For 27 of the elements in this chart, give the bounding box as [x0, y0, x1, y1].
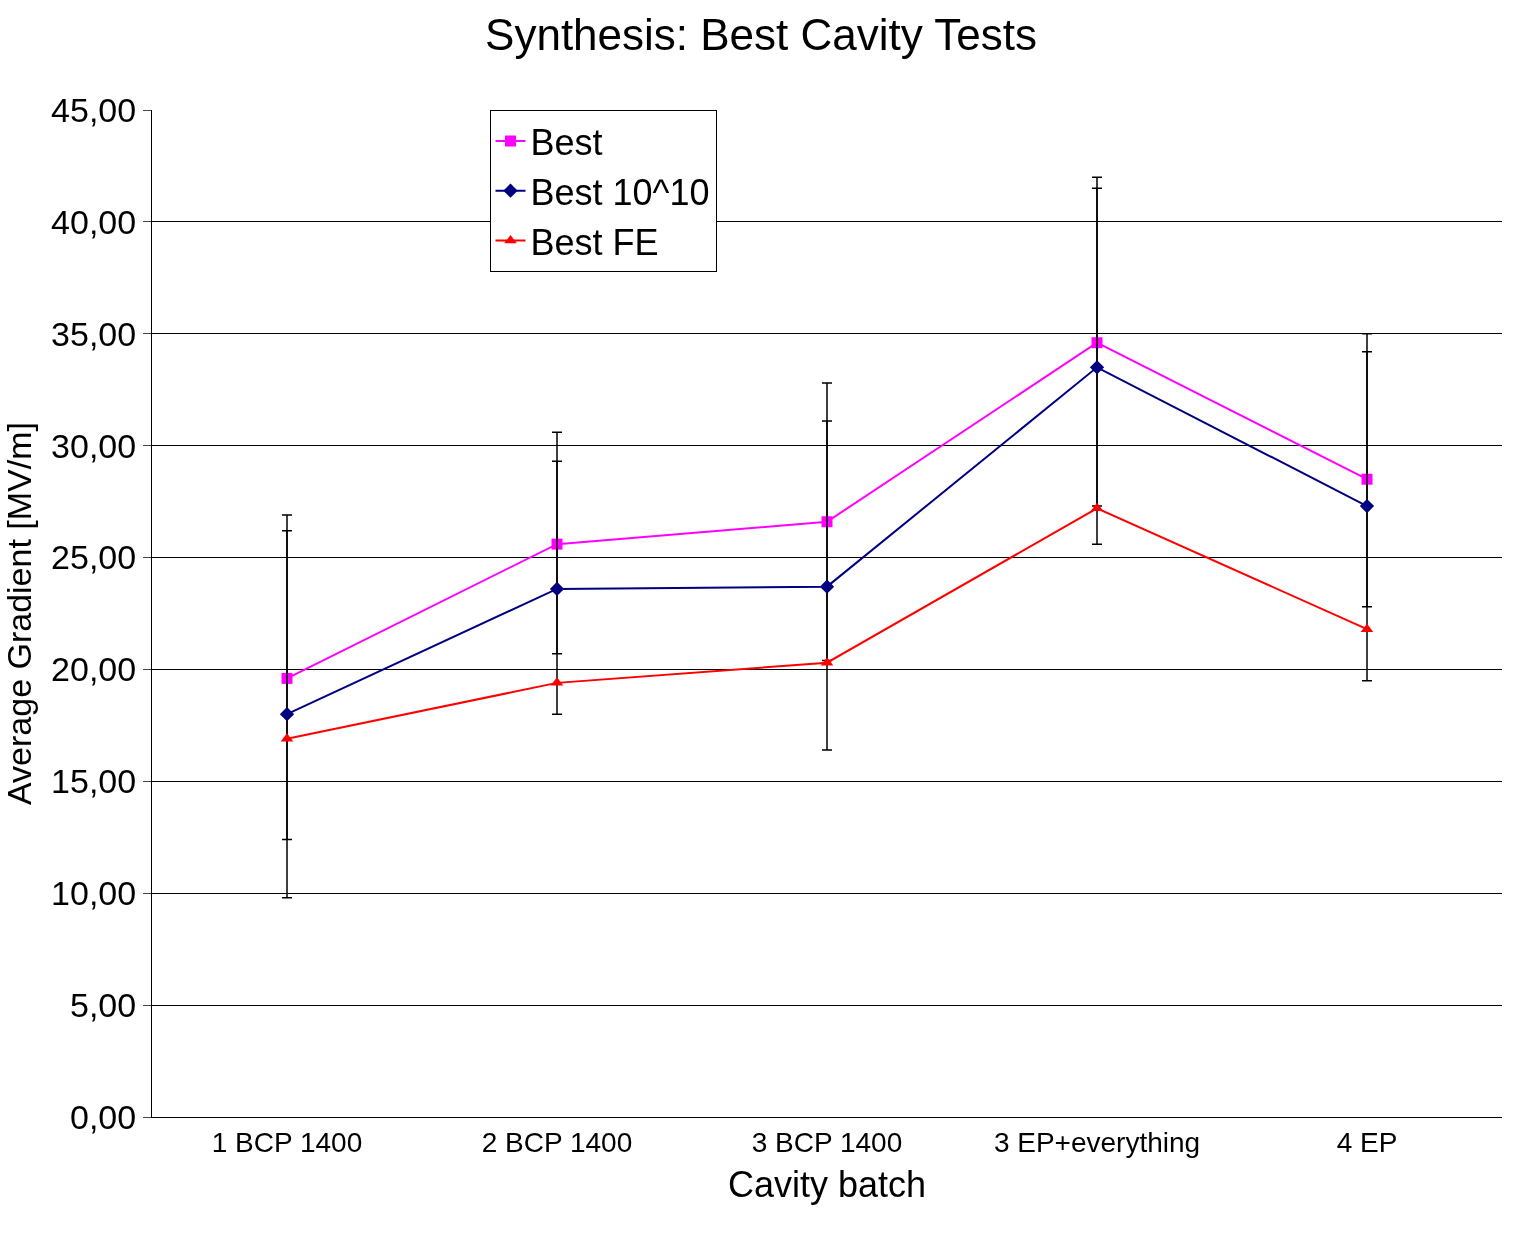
point	[819, 579, 835, 594]
legend-label: Best 10^10	[530, 171, 710, 213]
chart-title: Synthesis: Best Cavity Tests	[485, 9, 1037, 59]
x-tick-label: 3 BCP 1400	[751, 1126, 903, 1158]
x-axis-title: Cavity batch	[727, 1164, 927, 1206]
point	[549, 581, 565, 597]
y-tick-label: 25,00	[51, 538, 137, 577]
y-axis-title: Average Gradient [MV/m]	[0, 422, 38, 805]
x-tick-label: 3 EP+everything	[993, 1126, 1201, 1158]
y-tick-label: 40,00	[51, 202, 137, 241]
y-tick-label: 30,00	[51, 426, 137, 465]
x-tick-label: 2 BCP 1400	[481, 1126, 633, 1158]
y-tick-label: 15,00	[51, 762, 137, 801]
y-tick-label: 35,00	[51, 314, 137, 353]
point	[1359, 498, 1375, 514]
y-tick-label: 5,00	[70, 986, 137, 1025]
x-tick-label: 4 EP	[1336, 1126, 1398, 1158]
x-tick-label: 1 BCP 1400	[211, 1126, 363, 1158]
legend-label: Best FE	[530, 221, 659, 263]
point	[1090, 502, 1104, 512]
y-tick-label: 20,00	[51, 650, 137, 689]
point	[279, 707, 295, 722]
y-tick-label: 10,00	[51, 874, 137, 913]
legend-label: Best	[530, 121, 603, 163]
point	[1089, 360, 1105, 375]
y-tick-label: 0,00	[70, 1097, 137, 1136]
y-tick-label: 45,00	[51, 90, 137, 129]
